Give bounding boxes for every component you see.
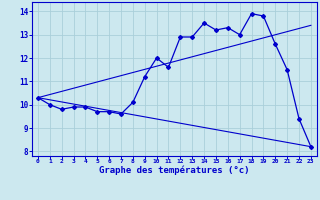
X-axis label: Graphe des températures (°c): Graphe des températures (°c) bbox=[99, 166, 250, 175]
